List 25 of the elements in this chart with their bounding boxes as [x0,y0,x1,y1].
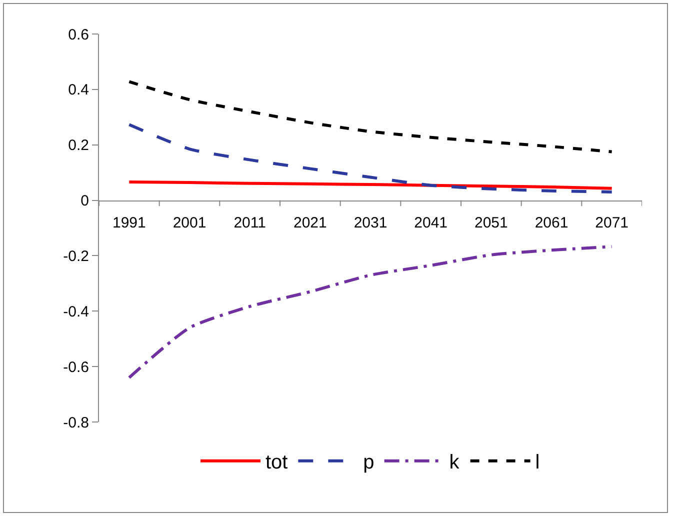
line-series [128,123,614,194]
y-tick-label: 0 [80,192,89,210]
x-tick-label: 2011 [234,214,266,232]
x-tick-label: 2041 [414,214,448,232]
x-tick-label: 2061 [534,214,568,232]
legend-label: p [363,452,374,474]
y-tick-label: -0.4 [63,303,89,320]
x-tick-label: 2071 [595,214,629,232]
y-tick-label: -0.8 [63,414,89,432]
x-tick-label: 2021 [293,214,327,232]
line-series [128,80,614,154]
x-tick-label: 2001 [172,214,206,232]
y-tick-label: 0.4 [68,82,89,99]
legend-label: l [535,452,540,474]
y-tick-label: 0.6 [68,26,89,44]
legend-label: k [449,452,460,474]
y-tick-label: 0.2 [68,137,89,154]
y-tick-label: -0.6 [63,358,89,376]
x-tick-label: 2031 [354,214,388,232]
line-series [128,245,614,380]
x-tick-label: 2051 [474,214,508,232]
x-tick-label: 1991 [112,214,146,232]
line-series [128,180,614,190]
y-tick-label: -0.2 [63,248,89,265]
legend-label: tot [266,452,288,474]
